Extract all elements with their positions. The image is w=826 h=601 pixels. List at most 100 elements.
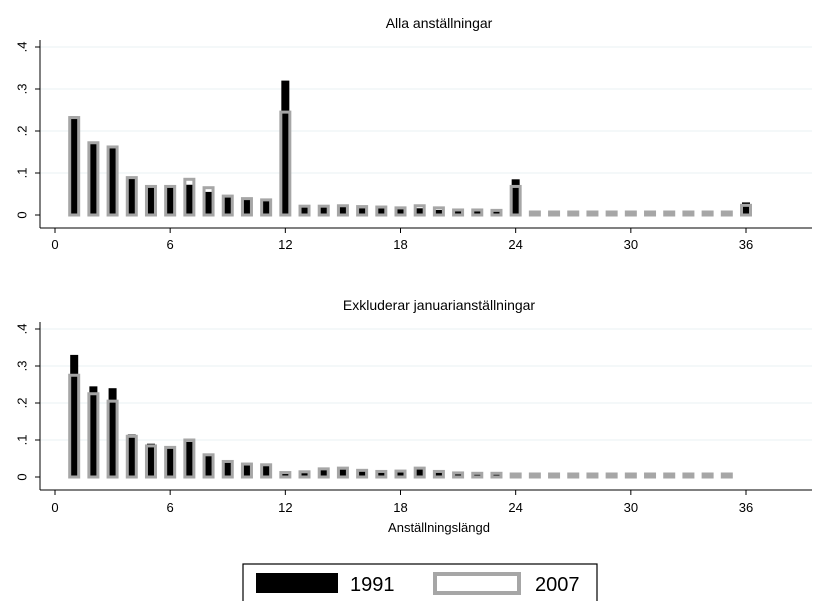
x-tick-label: 12	[278, 237, 292, 252]
bar-2007	[68, 373, 81, 479]
bar-2007	[720, 472, 733, 479]
bar-2007	[701, 210, 714, 217]
bar-2007	[509, 184, 522, 217]
bar-2007	[471, 208, 484, 217]
bar-1991	[204, 191, 213, 215]
bar-1991	[358, 208, 367, 215]
gridlines	[40, 328, 812, 441]
bar-2007	[471, 471, 484, 479]
bar-1991	[338, 469, 347, 477]
bar-1991	[70, 116, 79, 215]
bar-1991	[281, 80, 290, 215]
y-tick-label: .3	[15, 84, 30, 95]
y-tick-label: .4	[15, 42, 30, 53]
bar-2007	[605, 210, 618, 217]
bar-2007	[336, 204, 349, 217]
panel-title: Exkluderar januarianställningar	[343, 297, 536, 313]
bar-1991	[262, 464, 271, 477]
bar-2007	[528, 210, 541, 217]
axes: 0 .1 .2 .3 .4 0 6 12 18 24 30 36	[15, 322, 812, 515]
bar-2007	[682, 210, 695, 217]
x-tick-label: 30	[624, 237, 638, 252]
x-tick-label: 24	[508, 500, 522, 515]
panel-title: Alla anställningar	[386, 15, 493, 31]
bar-2007	[279, 471, 292, 479]
bar-1991	[492, 473, 501, 477]
x-tick-label: 6	[167, 237, 174, 252]
bar-1991	[89, 143, 98, 215]
bar-1991	[242, 199, 251, 215]
x-tick-label: 36	[739, 237, 753, 252]
bar-2007	[183, 177, 196, 217]
x-tick-label: 0	[51, 500, 58, 515]
bar-1991	[434, 209, 443, 215]
y-tick-label: 0	[15, 211, 30, 218]
panel-exkluderar-januarianstallningar: Exkluderar januarianställningar 0 .1 .2 .3.…	[15, 297, 812, 535]
bar-2007	[125, 434, 138, 479]
bar-2007	[567, 472, 580, 479]
bar-1991	[415, 208, 424, 215]
bar-1991	[146, 443, 155, 477]
bar-2007	[87, 141, 100, 217]
bar-1991	[300, 207, 309, 215]
bar-1991	[204, 455, 213, 477]
bar-2007	[394, 469, 407, 479]
bar-1991	[396, 209, 405, 215]
bar-2007	[375, 469, 388, 479]
y-tick-label: .1	[15, 435, 30, 446]
y-tick-label: .2	[15, 398, 30, 409]
bar-1991	[127, 434, 136, 477]
bar-2007	[509, 472, 522, 479]
bar-1991	[319, 207, 328, 215]
axes: 0 .1 .2 .3 .4 0 6 12 18 24 30 36	[15, 40, 812, 252]
y-tick-label: .3	[15, 361, 30, 372]
x-tick-label: 12	[278, 500, 292, 515]
x-tick-label: 36	[739, 500, 753, 515]
bar-2007	[298, 470, 311, 479]
bar-1991	[377, 470, 386, 477]
bar-2007	[356, 205, 369, 217]
x-axis-label: Anställningslängd	[388, 520, 490, 535]
bar-2007	[68, 116, 81, 217]
bar-2007	[740, 203, 752, 217]
x-tick-label: 0	[51, 237, 58, 252]
bar-2007	[202, 453, 215, 479]
bar-1991	[473, 211, 482, 215]
bar-2007	[586, 210, 599, 217]
bar-1991	[396, 470, 405, 477]
bar-2007	[452, 471, 465, 479]
bar-2007	[106, 145, 119, 217]
bar-1991	[377, 208, 386, 215]
bar-1991	[281, 472, 290, 477]
bar-2007	[720, 210, 733, 217]
y-tick-label: .1	[15, 168, 30, 179]
bar-2007	[413, 204, 426, 217]
bar-2007	[221, 459, 234, 479]
legend-label-2007: 2007	[535, 574, 580, 596]
bar-1991	[108, 147, 117, 215]
bar-2007	[164, 445, 177, 479]
bars	[68, 80, 752, 217]
bar-2007	[336, 466, 349, 479]
bar-2007	[490, 471, 503, 479]
bar-1991	[242, 462, 251, 477]
bar-1991	[492, 211, 501, 215]
bar-1991	[223, 196, 232, 215]
bar-1991	[166, 187, 175, 215]
bar-2007	[548, 472, 561, 479]
panel-alla-anstallningar: Alla anställningar 0 .1 .2 .3 .4 0 6 12 18 24 30 36	[15, 15, 812, 252]
legend-swatch-2007	[433, 572, 521, 595]
bar-2007	[144, 444, 157, 479]
x-tick-label: 30	[624, 500, 638, 515]
bar-2007	[701, 472, 714, 479]
bar-2007	[183, 438, 196, 479]
bar-2007	[298, 204, 311, 217]
bar-2007	[240, 462, 253, 479]
bar-1991	[358, 469, 367, 477]
bar-1991	[185, 184, 194, 215]
bar-1991	[454, 210, 463, 215]
bar-2007	[605, 472, 618, 479]
legend-swatch-1991	[256, 573, 338, 593]
bar-1991	[454, 473, 463, 477]
